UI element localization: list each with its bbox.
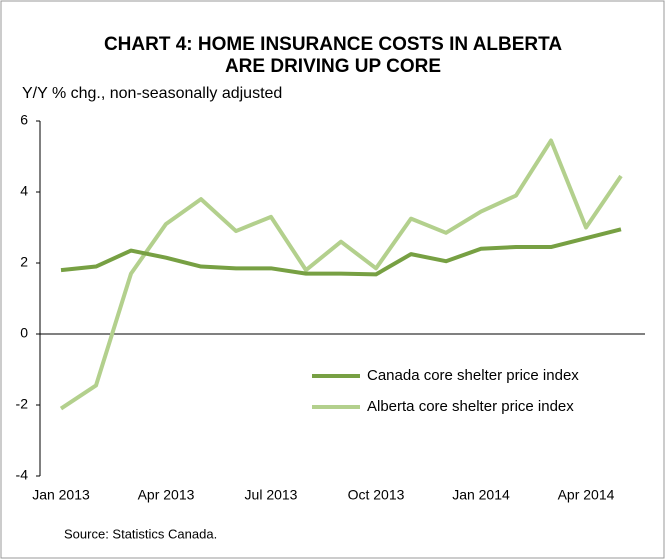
line-series bbox=[59, 138, 623, 411]
x-tick-label: Oct 2013 bbox=[348, 487, 405, 503]
y-tick-label: -4 bbox=[16, 467, 29, 483]
x-tick-label: Jan 2013 bbox=[32, 487, 90, 503]
legend-label: Alberta core shelter price index bbox=[367, 398, 574, 415]
y-tick-label: 0 bbox=[20, 325, 28, 341]
y-tick-label: 4 bbox=[20, 183, 28, 199]
x-tick-label: Apr 2014 bbox=[558, 487, 615, 503]
chart-title: CHART 4: HOME INSURANCE COSTS IN ALBERTA… bbox=[103, 34, 563, 77]
y-tick-label: 6 bbox=[20, 112, 28, 128]
y-tick-label: -2 bbox=[16, 396, 29, 412]
x-tick-label: Jul 2013 bbox=[245, 487, 298, 503]
y-tick-label: 2 bbox=[20, 254, 28, 270]
x-tick-label: Jan 2014 bbox=[452, 487, 510, 503]
y-axis-label: Y/Y % chg., non-seasonally adjusted bbox=[22, 85, 282, 102]
x-tick-label: Apr 2013 bbox=[138, 487, 195, 503]
source: Source: Statistics Canada. bbox=[64, 526, 217, 541]
legend-label: Canada core shelter price index bbox=[367, 367, 579, 384]
line-series bbox=[60, 227, 622, 277]
